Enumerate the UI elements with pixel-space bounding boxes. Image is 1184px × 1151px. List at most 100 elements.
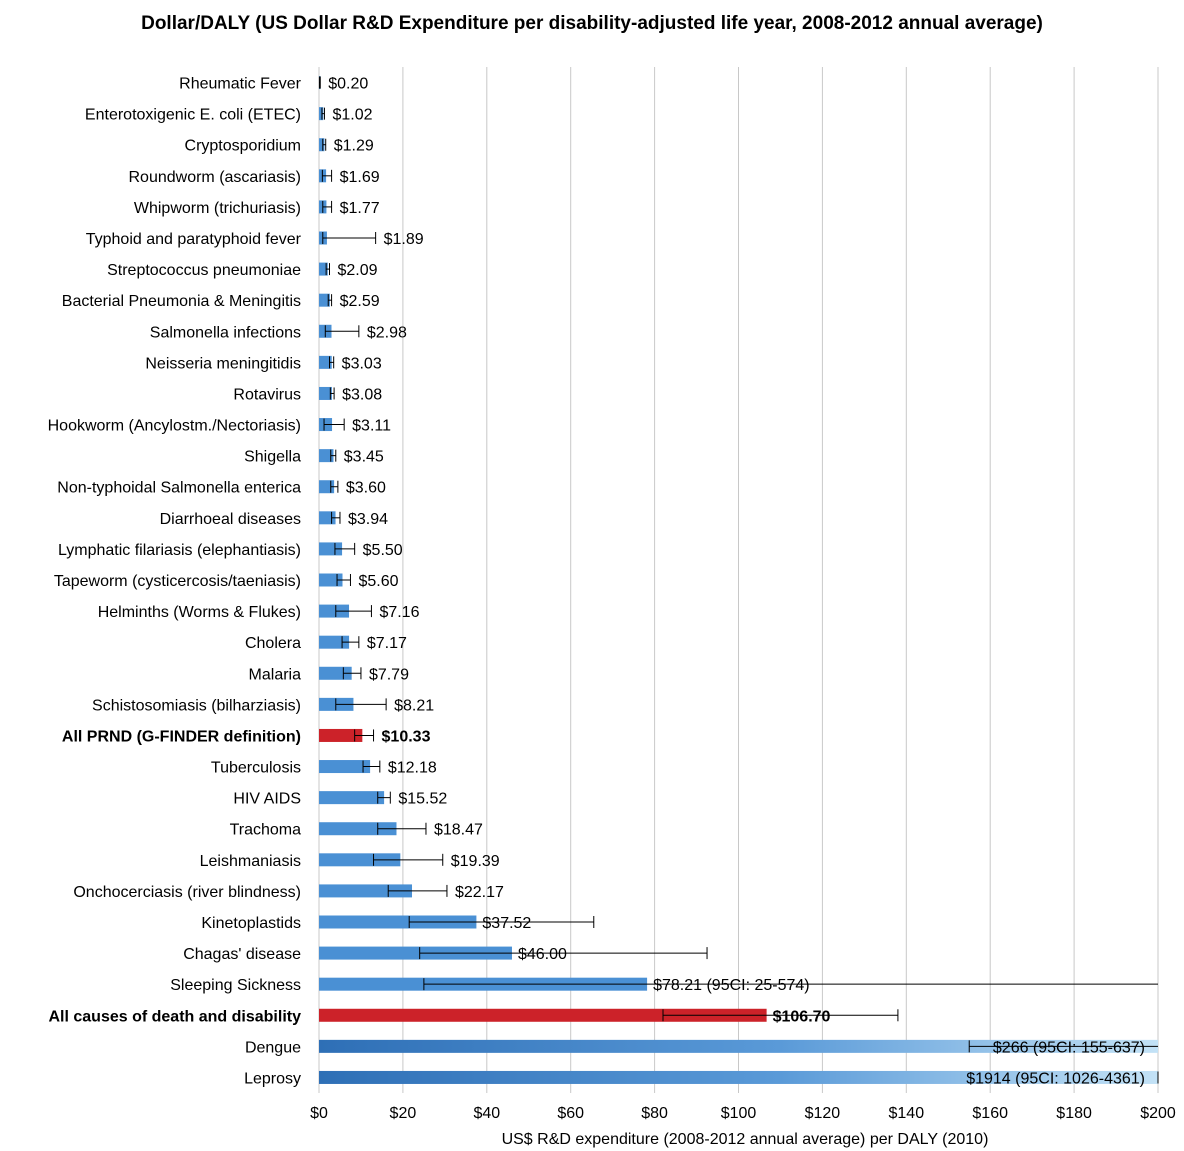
category-label: Neisseria meningitidis: [145, 355, 301, 372]
value-label: $46.00: [518, 946, 567, 963]
value-label: $1.77: [340, 200, 380, 217]
category-label: Cryptosporidium: [185, 138, 301, 155]
value-label: $78.21 (95CI: 25-574): [653, 977, 810, 994]
bar: [319, 386, 332, 400]
value-label: $5.60: [358, 573, 398, 590]
bar: [319, 915, 477, 929]
x-tick-label: $100: [721, 1105, 757, 1122]
bar: [319, 604, 350, 618]
bar: [319, 542, 343, 556]
chart-title: Dollar/DALY (US Dollar R&D Expenditure p…: [141, 13, 1043, 34]
category-label: Leprosy: [244, 1070, 301, 1087]
value-label: $18.47: [434, 822, 483, 839]
x-tick-label: $20: [390, 1105, 417, 1122]
bar: [319, 853, 401, 867]
category-label: Chagas' disease: [183, 946, 301, 963]
value-label: $1.02: [332, 107, 372, 124]
category-label: Cholera: [245, 635, 301, 652]
x-tick-label: $160: [972, 1105, 1008, 1122]
value-label: $266 (95CI: 155-637): [993, 1039, 1145, 1056]
value-label: $37.52: [482, 915, 531, 932]
category-label: Shigella: [244, 449, 301, 466]
bar: [319, 1008, 767, 1022]
bar: [319, 1070, 1158, 1084]
bar: [319, 1039, 1158, 1053]
bar: [319, 946, 512, 960]
x-axis-label: US$ R&D expenditure (2008-2012 annual av…: [502, 1131, 989, 1148]
bar: [319, 355, 332, 369]
category-label: Onchocerciasis (river blindness): [73, 884, 301, 901]
category-label: Trachoma: [230, 822, 302, 839]
bar: [319, 822, 397, 836]
category-label: Non-typhoidal Salmonella enterica: [57, 480, 301, 497]
category-label: Salmonella infections: [150, 324, 301, 341]
value-label: $106.70: [773, 1008, 831, 1025]
bar: [319, 138, 325, 152]
x-tick-label: $80: [641, 1105, 668, 1122]
value-label: $3.45: [344, 449, 384, 466]
value-label: $1914 (95CI: 1026-4361): [966, 1070, 1145, 1087]
category-label: All causes of death and disability: [48, 1008, 301, 1025]
x-tick-label: $200: [1140, 1105, 1176, 1122]
category-label: Tapeworm (cysticercosis/taeniasis): [54, 573, 301, 590]
bar: [319, 449, 334, 463]
value-label: $1.29: [334, 138, 374, 155]
value-label: $8.21: [394, 697, 434, 714]
category-label: Streptococcus pneumoniae: [107, 262, 301, 279]
x-tick-label: $140: [889, 1105, 925, 1122]
category-label: Rheumatic Fever: [179, 76, 301, 93]
value-label: $3.08: [342, 386, 382, 403]
value-label: $2.09: [337, 262, 377, 279]
category-label: Roundworm (ascariasis): [129, 169, 302, 186]
category-label: Enterotoxigenic E. coli (ETEC): [85, 107, 301, 124]
category-label: Helminths (Worms & Flukes): [98, 604, 301, 621]
value-label: $22.17: [455, 884, 504, 901]
category-labels: Rheumatic Fever Enterotoxigenic E. coli (…: [48, 76, 302, 1088]
value-label: $10.33: [382, 728, 431, 745]
value-label: $3.11: [352, 418, 391, 435]
x-tick-label: $180: [1056, 1105, 1092, 1122]
value-label: $12.18: [388, 760, 437, 777]
x-tick-label: $120: [805, 1105, 841, 1122]
x-tick-labels: $0 $20 $40 $60 $80 $100 $120 $140 $160 $180 $200: [310, 1105, 1176, 1122]
category-label: Tuberculosis: [211, 760, 301, 777]
category-label: Lymphatic filariasis (elephantiasis): [58, 542, 301, 559]
bar: [319, 884, 413, 898]
x-tick-label: $40: [473, 1105, 500, 1122]
value-label: $1.89: [384, 231, 424, 248]
bar: [319, 107, 324, 121]
category-label: Malaria: [249, 666, 302, 683]
value-label: $2.59: [340, 293, 380, 310]
category-label: Whipworm (trichuriasis): [134, 200, 301, 217]
bar: [319, 635, 350, 649]
category-label: Schistosomiasis (bilharziasis): [92, 697, 301, 714]
category-label: Kinetoplastids: [201, 915, 301, 932]
value-label: $7.17: [367, 635, 407, 652]
x-tick-label: $60: [557, 1105, 584, 1122]
value-label: $15.52: [398, 791, 447, 808]
category-label: Bacterial Pneumonia & Meningitis: [62, 293, 301, 310]
value-label: $3.94: [348, 511, 388, 528]
category-label: Sleeping Sickness: [170, 977, 301, 994]
value-label: $19.39: [451, 853, 500, 870]
error-bars: [318, 76, 1159, 1084]
bar: [319, 760, 371, 774]
value-label: $5.50: [363, 542, 403, 559]
value-labels: $0.20 $1.02 $1.29 $1.69 $1.77$1.89 $2.09 $2.59…: [328, 76, 1145, 1088]
category-label: Hookworm (Ancylostm./Nectoriasis): [48, 418, 301, 435]
category-label: Typhoid and paratyphoid fever: [86, 231, 302, 248]
category-label: All PRND (G-FINDER definition): [62, 728, 301, 745]
value-label: $7.79: [369, 666, 409, 683]
category-label: Diarrhoeal diseases: [160, 511, 301, 528]
bar: [319, 791, 385, 805]
bar: [319, 728, 363, 742]
value-label: $0.20: [328, 76, 368, 93]
bar: [319, 262, 328, 276]
category-label: HIV AIDS: [233, 791, 301, 808]
x-tick-label: $0: [310, 1105, 328, 1122]
value-label: $7.16: [379, 604, 419, 621]
bar: [319, 293, 330, 307]
value-label: $1.69: [340, 169, 380, 186]
